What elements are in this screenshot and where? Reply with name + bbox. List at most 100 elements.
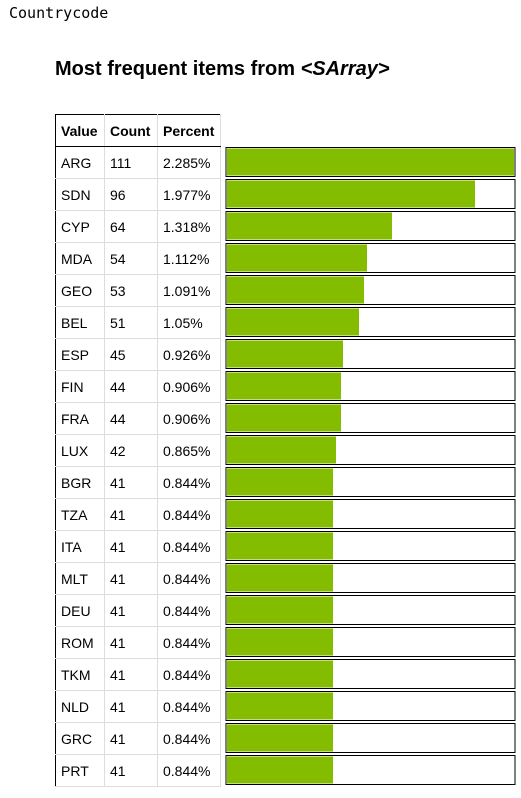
bar-frame [225, 275, 516, 305]
row-value-cell: DEU [55, 594, 105, 627]
bar-rom [227, 628, 333, 656]
bar-frame [225, 307, 516, 337]
row-value-cell: FRA [55, 402, 105, 435]
bar-tza [227, 500, 333, 528]
table-row: SDN 96 1.977% [55, 178, 221, 211]
bar-fin [227, 372, 341, 400]
bar-frame [225, 467, 516, 497]
row-value-cell: BEL [55, 306, 105, 339]
row-percent-cell: 0.844% [157, 658, 221, 691]
table-body: ARG 111 2.285% SDN 96 1.977% CYP 64 1.318% MDA 54 1… [55, 146, 221, 787]
bar-frame [225, 435, 516, 465]
row-count-cell: 41 [104, 658, 158, 691]
row-value-cell: MLT [55, 562, 105, 595]
row-count-cell: 53 [104, 274, 158, 307]
row-value-cell: BGR [55, 466, 105, 499]
row-percent-cell: 1.112% [157, 242, 221, 275]
table-row: BGR 41 0.844% [55, 466, 221, 499]
bar-sdn [227, 180, 475, 208]
row-percent-cell: 0.906% [157, 370, 221, 403]
row-count-cell: 41 [104, 466, 158, 499]
column-header-percent: Percent [157, 114, 221, 147]
frequency-table: Value Count Percent ARG 111 2.285% SDN 96 1.9… [55, 114, 221, 787]
bar-frame [225, 147, 516, 177]
bar-bel [227, 308, 359, 336]
row-percent-cell: 0.844% [157, 466, 221, 499]
bar-mda [227, 244, 367, 272]
row-count-cell: 64 [104, 210, 158, 243]
row-count-cell: 41 [104, 562, 158, 595]
table-row: PRT 41 0.844% [55, 754, 221, 787]
bar-geo [227, 276, 364, 304]
bar-esp [227, 340, 343, 368]
table-row: GRC 41 0.844% [55, 722, 221, 755]
row-percent-cell: 0.906% [157, 402, 221, 435]
table-row: BEL 51 1.05% [55, 306, 221, 339]
bar-frame [225, 531, 516, 561]
bar-grc [227, 724, 333, 752]
bar-frame [225, 595, 516, 625]
row-percent-cell: 0.865% [157, 434, 221, 467]
table-row: ROM 41 0.844% [55, 626, 221, 659]
bar-frame [225, 755, 516, 785]
row-percent-cell: 0.844% [157, 722, 221, 755]
row-percent-cell: 0.844% [157, 754, 221, 787]
row-count-cell: 41 [104, 754, 158, 787]
bar-fra [227, 404, 341, 432]
cell-output-label: Countrycode [9, 4, 109, 22]
row-value-cell: ARG [55, 146, 105, 179]
bar-frame [225, 339, 516, 369]
bar-frame [225, 243, 516, 273]
row-percent-cell: 0.926% [157, 338, 221, 371]
bar-frame [225, 403, 516, 433]
row-percent-cell: 1.977% [157, 178, 221, 211]
bar-frame [225, 691, 516, 721]
row-percent-cell: 1.091% [157, 274, 221, 307]
title-type-name: <SArray> [300, 58, 390, 80]
row-count-cell: 44 [104, 370, 158, 403]
row-value-cell: TZA [55, 498, 105, 531]
row-percent-cell: 0.844% [157, 594, 221, 627]
bar-frame [225, 627, 516, 657]
title-prefix: Most frequent items from [55, 58, 301, 80]
table-row: ARG 111 2.285% [55, 146, 221, 179]
table-row: TZA 41 0.844% [55, 498, 221, 531]
bar-frame [225, 723, 516, 753]
bar-prt [227, 756, 333, 784]
page-title: Most frequent items from <SArray> [55, 58, 390, 81]
table-row: CYP 64 1.318% [55, 210, 221, 243]
row-count-cell: 44 [104, 402, 158, 435]
table-row: FRA 44 0.906% [55, 402, 221, 435]
row-value-cell: FIN [55, 370, 105, 403]
row-count-cell: 111 [104, 146, 158, 179]
table-row: DEU 41 0.844% [55, 594, 221, 627]
bar-frame [225, 371, 516, 401]
row-percent-cell: 0.844% [157, 530, 221, 563]
bar-mlt [227, 564, 333, 592]
row-percent-cell: 1.318% [157, 210, 221, 243]
row-percent-cell: 1.05% [157, 306, 221, 339]
row-percent-cell: 0.844% [157, 498, 221, 531]
table-row: LUX 42 0.865% [55, 434, 221, 467]
bar-tkm [227, 660, 333, 688]
row-value-cell: SDN [55, 178, 105, 211]
row-value-cell: MDA [55, 242, 105, 275]
bar-ita [227, 532, 333, 560]
row-count-cell: 41 [104, 594, 158, 627]
bar-arg [227, 148, 514, 176]
column-header-count: Count [104, 114, 158, 147]
row-value-cell: ITA [55, 530, 105, 563]
bar-lux [227, 436, 336, 464]
bar-frame [225, 563, 516, 593]
row-percent-cell: 2.285% [157, 146, 221, 179]
row-value-cell: ROM [55, 626, 105, 659]
bar-bgr [227, 468, 333, 496]
table-row: NLD 41 0.844% [55, 690, 221, 723]
row-percent-cell: 0.844% [157, 626, 221, 659]
row-count-cell: 41 [104, 498, 158, 531]
bar-frame [225, 499, 516, 529]
bar-frame [225, 659, 516, 689]
row-percent-cell: 0.844% [157, 690, 221, 723]
table-row: TKM 41 0.844% [55, 658, 221, 691]
